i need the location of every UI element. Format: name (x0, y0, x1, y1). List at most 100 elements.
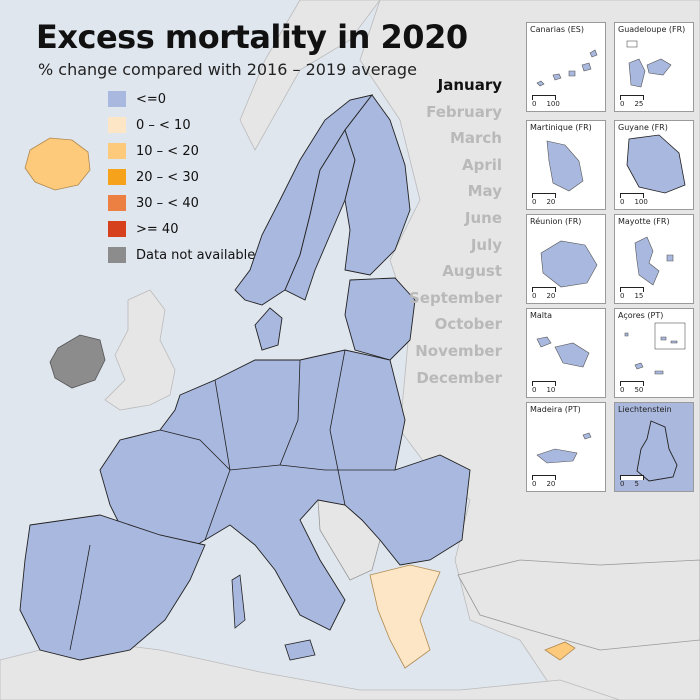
scale-left: 0 (532, 480, 537, 488)
inset-mayotte-shape (634, 236, 674, 286)
inset-label: Canarias (ES) (530, 25, 584, 34)
cyprus (544, 641, 576, 661)
month-february[interactable]: February (426, 102, 502, 121)
scale-bar: 0 15 (620, 287, 644, 300)
inset-label: Martinique (FR) (530, 123, 592, 132)
sicily (284, 639, 316, 661)
uk-land (104, 289, 176, 411)
month-list: January February March April May June Ju… (409, 72, 502, 391)
scale-right: 15 (634, 292, 644, 300)
inset-madeira-shape (536, 432, 592, 464)
scale-left: 0 (620, 386, 625, 394)
month-may[interactable]: May (467, 182, 502, 201)
scale-left: 0 (620, 292, 625, 300)
scale-left: 0 (620, 198, 625, 206)
inset-martinique-shape (546, 140, 584, 192)
legend-item: 20 – < 30 (108, 164, 255, 190)
scale-right: 100 (634, 198, 648, 206)
scale-left: 0 (532, 386, 537, 394)
scale-left: 0 (532, 100, 537, 108)
month-november[interactable]: November (415, 341, 502, 360)
scale-right: 20 (546, 198, 556, 206)
inset-label: Açores (PT) (618, 311, 664, 320)
denmark (254, 307, 283, 351)
inset-reunion-shape (540, 240, 598, 288)
legend-item: >= 40 (108, 216, 255, 242)
legend-label: 30 – < 40 (136, 195, 199, 211)
inset-malta: Malta 0 10 (526, 308, 606, 398)
iceland (24, 137, 91, 191)
month-march[interactable]: March (449, 129, 502, 148)
map-title: Excess mortality in 2020 (36, 18, 468, 56)
scale-right: 50 (634, 386, 644, 394)
month-july[interactable]: July (470, 235, 502, 254)
legend-item: 0 – < 10 (108, 112, 255, 138)
iberia (19, 514, 206, 661)
scale-bar: 0 20 (532, 287, 556, 300)
legend-swatch (108, 195, 126, 211)
scale-right: 20 (546, 480, 556, 488)
scale-left: 0 (620, 480, 625, 488)
month-january[interactable]: January (437, 76, 502, 94)
inset-label: Réunion (FR) (530, 217, 582, 226)
legend-label: <=0 (136, 91, 167, 107)
inset-canarias: Canarias (ES) 0 100 (526, 22, 606, 112)
legend-item: 10 – < 20 (108, 138, 255, 164)
month-june[interactable]: June (464, 208, 502, 227)
greece (369, 564, 441, 669)
legend-swatch (108, 117, 126, 133)
legend-label: Data not available (136, 247, 256, 263)
scale-left: 0 (532, 198, 537, 206)
inset-label: Liechtenstein (618, 405, 672, 414)
scale-left: 0 (532, 292, 537, 300)
legend-label: 10 – < 20 (136, 143, 199, 159)
scale-right: 25 (634, 100, 644, 108)
inset-label: Malta (530, 311, 553, 320)
inset-reunion: Réunion (FR) 0 20 (526, 214, 606, 304)
inset-canarias-shape (536, 49, 598, 87)
inset-martinique: Martinique (FR) 0 20 (526, 120, 606, 210)
month-april[interactable]: April (461, 155, 502, 174)
inset-mayotte: Mayotte (FR) 0 15 (614, 214, 694, 304)
legend-swatch (108, 169, 126, 185)
corsica-sardinia (231, 574, 246, 629)
scale-right: 20 (546, 292, 556, 300)
non-eu-land-north (239, 0, 381, 151)
inset-malta-shape (536, 336, 590, 368)
legend-swatch (108, 143, 126, 159)
scale-right: 5 (634, 480, 639, 488)
inset-guyane-shape (626, 134, 686, 194)
finland (344, 94, 411, 276)
legend-swatch (108, 247, 126, 263)
inset-label: Madeira (PT) (530, 405, 581, 414)
ireland (49, 334, 106, 389)
inset-label: Mayotte (FR) (618, 217, 670, 226)
inset-guadeloupe-shape (626, 40, 672, 88)
month-december[interactable]: December (416, 368, 502, 387)
scale-left: 0 (620, 100, 625, 108)
legend-swatch (108, 221, 126, 237)
legend-item: Data not available (108, 242, 255, 268)
scale-bar: 0 50 (620, 381, 644, 394)
scale-bar: 0 100 (620, 193, 648, 206)
legend: <=0 0 – < 10 10 – < 20 20 – < 30 30 – < … (108, 86, 255, 268)
scale-bar: 0 25 (620, 95, 644, 108)
legend-label: >= 40 (136, 221, 179, 237)
legend-item: 30 – < 40 (108, 190, 255, 216)
inset-acores: Açores (PT) 0 50 (614, 308, 694, 398)
month-august[interactable]: August (442, 262, 502, 281)
scale-right: 100 (546, 100, 560, 108)
inset-label: Guadeloupe (FR) (618, 25, 686, 34)
scale-bar: 0 20 (532, 475, 556, 488)
scale-bar: 0 10 (532, 381, 556, 394)
inset-label: Guyane (FR) (618, 123, 668, 132)
inset-liechtenstein-shape (636, 420, 678, 482)
month-october[interactable]: October (434, 315, 502, 334)
turkey-land (457, 559, 700, 651)
legend-label: 20 – < 30 (136, 169, 199, 185)
country-borders (69, 349, 395, 651)
month-september[interactable]: September (409, 288, 502, 307)
legend-swatch (108, 91, 126, 107)
